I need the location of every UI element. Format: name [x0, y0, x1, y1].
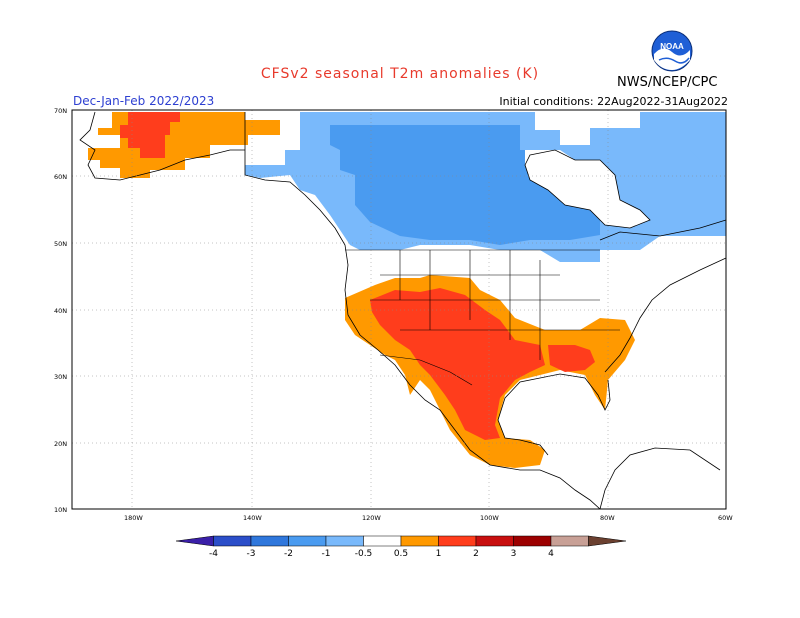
lat-label: 40N [54, 307, 67, 315]
map-frame [71, 109, 727, 510]
colorbar-labels: -4 -3 -2 -1 -0.5 0.5 1 2 3 4 [209, 549, 554, 559]
logo-text: NOAA [660, 42, 684, 51]
graticule [72, 110, 726, 509]
lon-label: 60W [718, 514, 733, 522]
colorbar-tick-label: -0.5 [355, 549, 373, 559]
colorbar-swatch [175, 535, 214, 547]
southeast-hot-region [548, 345, 595, 372]
colorbar-tick-label: 1 [436, 549, 442, 559]
lat-label: 30N [54, 373, 67, 381]
agency-label: NWS/NCEP/CPC [617, 75, 718, 90]
lon-label: 140W [243, 514, 262, 522]
map-title: CFSv2 seasonal T2m anomalies (K) [260, 66, 540, 82]
hudson-neutral-region [525, 150, 650, 228]
colorbar-swatch [588, 535, 627, 547]
colorbar-swatches [175, 535, 627, 547]
colorbar-tick-label: -2 [284, 549, 293, 559]
political-borders [345, 249, 620, 386]
colorbar-tick-label: 4 [548, 549, 554, 559]
colorbar-swatch [475, 535, 514, 547]
colorbar-swatch [213, 535, 252, 547]
colorbar-tick-label: 2 [473, 549, 479, 559]
lon-label: 100W [480, 514, 499, 522]
colorbar-swatch [400, 535, 439, 547]
lat-label: 20N [54, 440, 67, 448]
coastlines [79, 111, 727, 510]
anomaly-shading [88, 112, 726, 468]
lat-label: 10N [54, 506, 67, 514]
colorbar-tick-label: -3 [247, 549, 256, 559]
lat-label: 50N [54, 240, 67, 248]
forecast-period: Dec-Jan-Feb 2022/2023 [73, 94, 215, 108]
colorbar-swatch [250, 535, 289, 547]
southwest-hot-region [370, 288, 545, 440]
colorbar-tick-label: -1 [322, 549, 331, 559]
colorbar-tick-label: -4 [209, 549, 218, 559]
colorbar-swatch [363, 535, 402, 547]
lon-label: 80W [600, 514, 615, 522]
lat-label: 60N [54, 173, 67, 181]
lon-label: 180W [124, 514, 143, 522]
initial-conditions: Initial conditions: 22Aug2022-31Aug2022 [499, 95, 728, 108]
east-canada-cool-region [650, 125, 726, 160]
colorbar-swatch [438, 535, 477, 547]
latitude-labels: 70N 60N 50N 40N 30N 20N 10N [54, 107, 67, 514]
lon-label: 120W [362, 514, 381, 522]
colorbar-swatch [288, 535, 327, 547]
longitude-labels: 180W 140W 120W 100W 80W 60W [124, 514, 733, 522]
colorbar-swatch [325, 535, 364, 547]
alaska-hot-region [120, 112, 180, 158]
colorbar-swatch [513, 535, 552, 547]
colorbar-tick-label: 0.5 [394, 549, 408, 559]
colorbar-swatch [550, 535, 589, 547]
colorbar-tick-label: 3 [511, 549, 517, 559]
noaa-logo-icon: NOAA [651, 30, 693, 72]
lat-label: 70N [54, 107, 67, 115]
